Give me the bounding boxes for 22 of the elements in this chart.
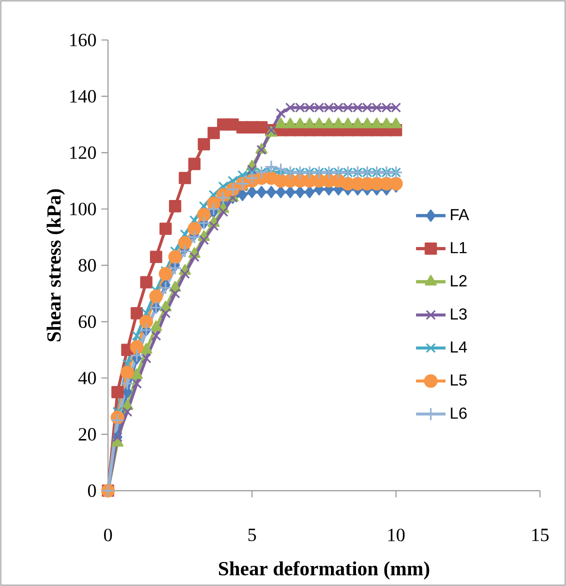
x-tick-label: 15 (532, 528, 549, 542)
y-tick-label: 0 (88, 484, 96, 497)
legend-label: L2 (450, 275, 467, 286)
y-tick-label: 80 (78, 259, 96, 272)
y-axis-title: Shear stress (kPa) (46, 189, 65, 342)
y-tick-label: 60 (78, 315, 96, 328)
x-tick-label: 5 (248, 528, 256, 542)
y-tick-label: 20 (78, 428, 96, 441)
x-axis-title: Shear deformation (mm) (218, 561, 430, 580)
y-tick-label: 140 (70, 90, 96, 103)
y-tick-label: 40 (78, 372, 96, 384)
legend-label: L5 (450, 374, 467, 386)
legend-label: L4 (450, 342, 467, 352)
y-tick-label: 120 (70, 146, 96, 159)
x-tick-label: 0 (104, 528, 112, 542)
legend-label: L6 (450, 408, 467, 419)
y-tick-label: 100 (70, 202, 96, 216)
legend-label: L3 (450, 308, 467, 320)
x-tick-label: 10 (388, 528, 405, 542)
y-tick-label: 160 (70, 34, 96, 46)
legend-label: FA (450, 209, 470, 220)
legend-label: L1 (450, 242, 467, 254)
